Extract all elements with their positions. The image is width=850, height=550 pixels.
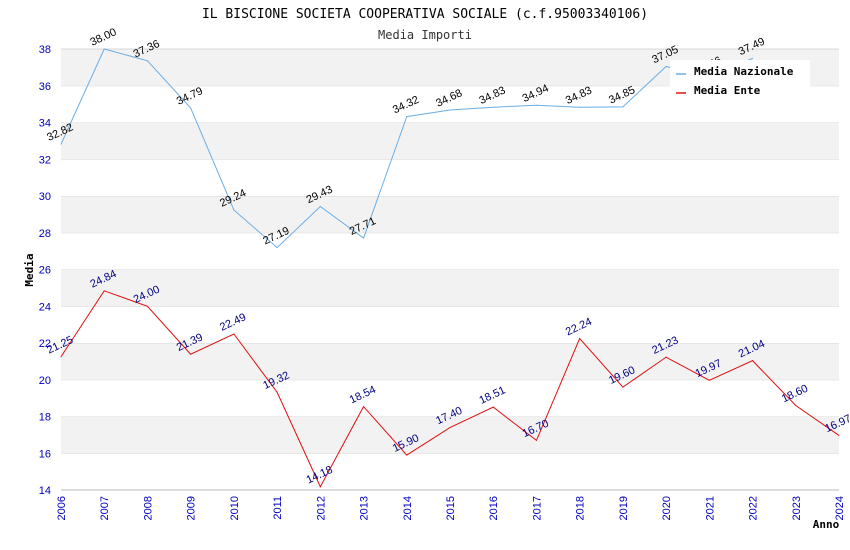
data-point: [665, 356, 667, 358]
data-point: [319, 486, 321, 488]
y-tick-label: 34: [39, 118, 51, 130]
data-point: [579, 106, 581, 108]
grid-band: [61, 343, 839, 380]
data-point: [276, 247, 278, 249]
series-group: [60, 48, 840, 488]
data-point: [233, 209, 235, 211]
data-point: [579, 338, 581, 340]
data-point: [146, 60, 148, 62]
y-tick-label: 20: [39, 375, 51, 387]
data-point: [622, 106, 624, 108]
data-point: [406, 116, 408, 118]
data-point: [363, 406, 365, 408]
x-tick-label: 2012: [315, 496, 327, 520]
data-point: [60, 356, 62, 358]
data-point: [233, 333, 235, 335]
x-axis-label: Anno: [813, 518, 840, 531]
grid-band: [61, 416, 839, 454]
x-tick-label: 2017: [531, 496, 543, 520]
y-tick-label: 24: [39, 301, 51, 313]
legend-label-nazionale: Media Nazionale: [694, 65, 794, 78]
data-point: [60, 143, 62, 145]
grid-band: [61, 453, 839, 490]
y-tick-label: 26: [39, 265, 51, 277]
data-point: [492, 406, 494, 408]
y-tick-label: 36: [39, 81, 51, 93]
x-tick-label: 2013: [359, 496, 371, 520]
data-point: [622, 386, 624, 388]
grid-band: [61, 232, 839, 270]
data-point: [190, 107, 192, 109]
x-tick-label: 2020: [661, 496, 673, 520]
y-tick-label: 30: [39, 191, 51, 203]
x-tick-label: 2015: [445, 496, 457, 520]
legend: Media Nazionale Media Ente: [670, 60, 810, 102]
x-tick-label: 2009: [186, 496, 198, 520]
y-tick-label: 32: [39, 154, 51, 166]
data-point: [103, 48, 105, 50]
data-point: [146, 305, 148, 307]
data-point: [492, 106, 494, 108]
data-point: [752, 360, 754, 362]
x-tick-label: 2006: [56, 496, 68, 520]
y-tick-label: 14: [39, 485, 51, 497]
data-point: [406, 454, 408, 456]
x-tick-label: 2018: [575, 496, 587, 520]
x-tick-label: 2016: [488, 496, 500, 520]
data-point: [449, 109, 451, 111]
y-tick-label: 18: [39, 412, 51, 424]
legend-box: [670, 60, 810, 102]
data-point: [752, 57, 754, 59]
data-point: [276, 391, 278, 393]
y-tick-label: 28: [39, 228, 51, 240]
data-point: [449, 427, 451, 429]
data-point: [838, 434, 840, 436]
data-point: [535, 439, 537, 441]
x-axis-ticks: 2006 2007 2008 2009 2010 2011 2012 2013 2014 2015…: [56, 496, 846, 520]
y-axis-ticks: 14 16 18 20 22 24 26 28 30 32 34 36 38: [39, 44, 51, 497]
data-point: [103, 290, 105, 292]
grid-band: [61, 269, 839, 307]
data-label: 38.00: [88, 26, 118, 49]
x-tick-label: 2010: [229, 496, 241, 520]
legend-label-ente: Media Ente: [694, 84, 761, 97]
data-point: [190, 353, 192, 355]
chart-subtitle: Media Importi: [378, 28, 472, 42]
grid-band: [61, 306, 839, 343]
grid-band: [61, 196, 839, 233]
x-tick-label: 2023: [791, 496, 803, 520]
data-point: [665, 65, 667, 67]
y-axis-label: Media: [23, 253, 36, 286]
x-tick-label: 2008: [142, 496, 154, 520]
y-tick-label: 16: [39, 448, 51, 460]
x-tick-label: 2021: [704, 496, 716, 520]
data-point: [319, 205, 321, 207]
grid-band: [61, 159, 839, 196]
grid-bands: [61, 48, 839, 491]
x-tick-label: 2014: [402, 496, 414, 520]
x-tick-label: 2007: [99, 496, 111, 520]
x-tick-label: 2024: [834, 496, 846, 520]
y-tick-label: 38: [39, 44, 51, 56]
chart-title: IL BISCIONE SOCIETA COOPERATIVA SOCIALE …: [202, 7, 648, 22]
x-tick-label: 2019: [618, 496, 630, 520]
data-point: [535, 104, 537, 106]
data-point: [363, 237, 365, 239]
y-tick-label: 22: [39, 338, 51, 350]
x-tick-label: 2022: [748, 496, 760, 520]
data-point: [708, 379, 710, 381]
data-point: [795, 404, 797, 406]
grid-band: [61, 379, 839, 417]
grid-band: [61, 122, 839, 160]
x-tick-label: 2011: [272, 496, 284, 520]
